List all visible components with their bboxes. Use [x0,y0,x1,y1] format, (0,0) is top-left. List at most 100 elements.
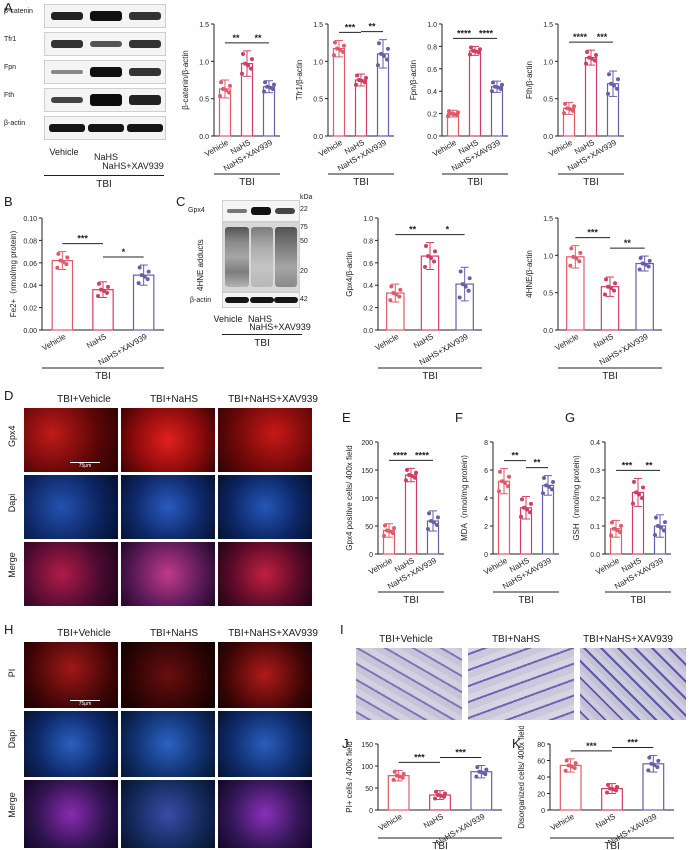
y-tick-label: 0.08 [23,238,37,245]
data-point [382,533,386,538]
data-point [443,791,447,796]
data-point [243,61,247,66]
kda-marker: 50 [300,238,308,245]
data-point [606,284,610,289]
data-point [653,532,657,537]
group-label: TBI [95,371,111,382]
bar [354,79,368,137]
data-point [341,49,345,54]
significance-stars: *** [587,228,598,238]
micrograph-pi-nahs [121,642,215,708]
data-point [65,255,70,260]
data-point [497,489,501,494]
data-point [615,784,619,789]
y-tick-label: 0.0 [313,134,323,141]
panel-i-col-label: TBI+Vehicle [379,634,433,645]
histology-nahs [468,648,574,720]
group-label: TBI [602,371,618,382]
panel-h-row-label: Dapi [7,729,17,749]
y-tick-label: 0.5 [313,97,323,104]
y-tick-label: 1.5 [313,22,323,29]
data-point [499,86,503,91]
micrograph-gpx4-nahs [121,408,215,472]
data-point [615,86,619,91]
data-point [240,71,244,76]
panel-h-row-label: PI [7,668,17,678]
data-point [568,263,573,268]
y-tick-label: 0.02 [23,306,37,313]
data-point [496,85,500,90]
blot-a-group: TBI [96,179,112,190]
y-tick-label: 6 [484,468,488,475]
data-point [475,765,480,770]
y-tick-label: 60 [537,759,545,766]
data-point [265,84,269,89]
histology-vehicle [356,648,462,720]
data-point [646,768,651,773]
data-point [547,484,551,489]
data-point [478,47,482,52]
y-tick-label: 1.0 [363,216,373,223]
y-tick-label: 20 [537,792,545,799]
data-point [571,254,576,259]
data-point [391,291,396,296]
data-point [587,55,591,60]
blot-a-row-label: Fpn [4,64,17,71]
data-point [477,769,482,774]
y-tick-label: 0.8 [363,238,373,245]
y-tick-label: 0.00 [23,328,37,335]
blot-strip [222,200,300,222]
data-point [519,514,523,519]
data-point [563,101,567,106]
data-point [456,110,460,115]
group-label: TBI [583,177,599,188]
data-point [136,281,141,286]
scale-bar: 75μm [70,700,100,707]
data-point [56,251,61,256]
data-point [439,793,443,798]
y-tick-label: 0.0 [363,328,373,335]
panel-letter-k: K [512,736,521,751]
group-label: TBI [467,177,483,188]
data-point [471,48,475,53]
data-point [423,264,427,269]
category-label: NaHS [422,812,445,830]
data-point [480,770,485,775]
data-point [99,287,103,292]
data-point [452,112,456,117]
data-point [646,264,651,269]
bar [332,48,346,137]
data-point [544,483,548,488]
y-tick-label: 0.10 [23,216,37,223]
data-point [394,773,399,778]
y-tick-label: 50 [365,524,373,531]
micrograph-dapi-vehicle [24,475,118,539]
data-point [64,262,69,267]
group-line [44,175,164,176]
significance-stars: ** [645,460,653,470]
chart-k-disorganized: 0 20 40 60 80 Disorganized cells/ 400x field *… [517,726,674,850]
group-label: TBI [239,177,255,188]
data-point [574,256,579,261]
blot-strip [44,116,166,140]
y-tick-label: 1.0 [543,59,553,66]
data-point [142,274,147,279]
data-point [139,273,144,278]
category-label: Vehicle [373,332,400,353]
blot-c-row-label: β-actin [190,297,212,304]
y-tick-label: 1.5 [199,22,209,29]
data-point [435,522,439,527]
bar [51,259,74,331]
category-label: Vehicle [40,332,67,353]
panel-letter-c: C [176,194,186,209]
data-point [503,481,507,486]
group-label: TBI [432,841,448,850]
group-label: TBI [630,595,646,606]
micrograph-gpx4-xav [218,408,312,472]
data-point [550,487,554,492]
micrograph-pi-vehicle [24,642,118,708]
data-point [436,793,440,798]
blot-a-lane-vehicle: Vehicle [49,147,79,157]
data-point [474,774,479,779]
